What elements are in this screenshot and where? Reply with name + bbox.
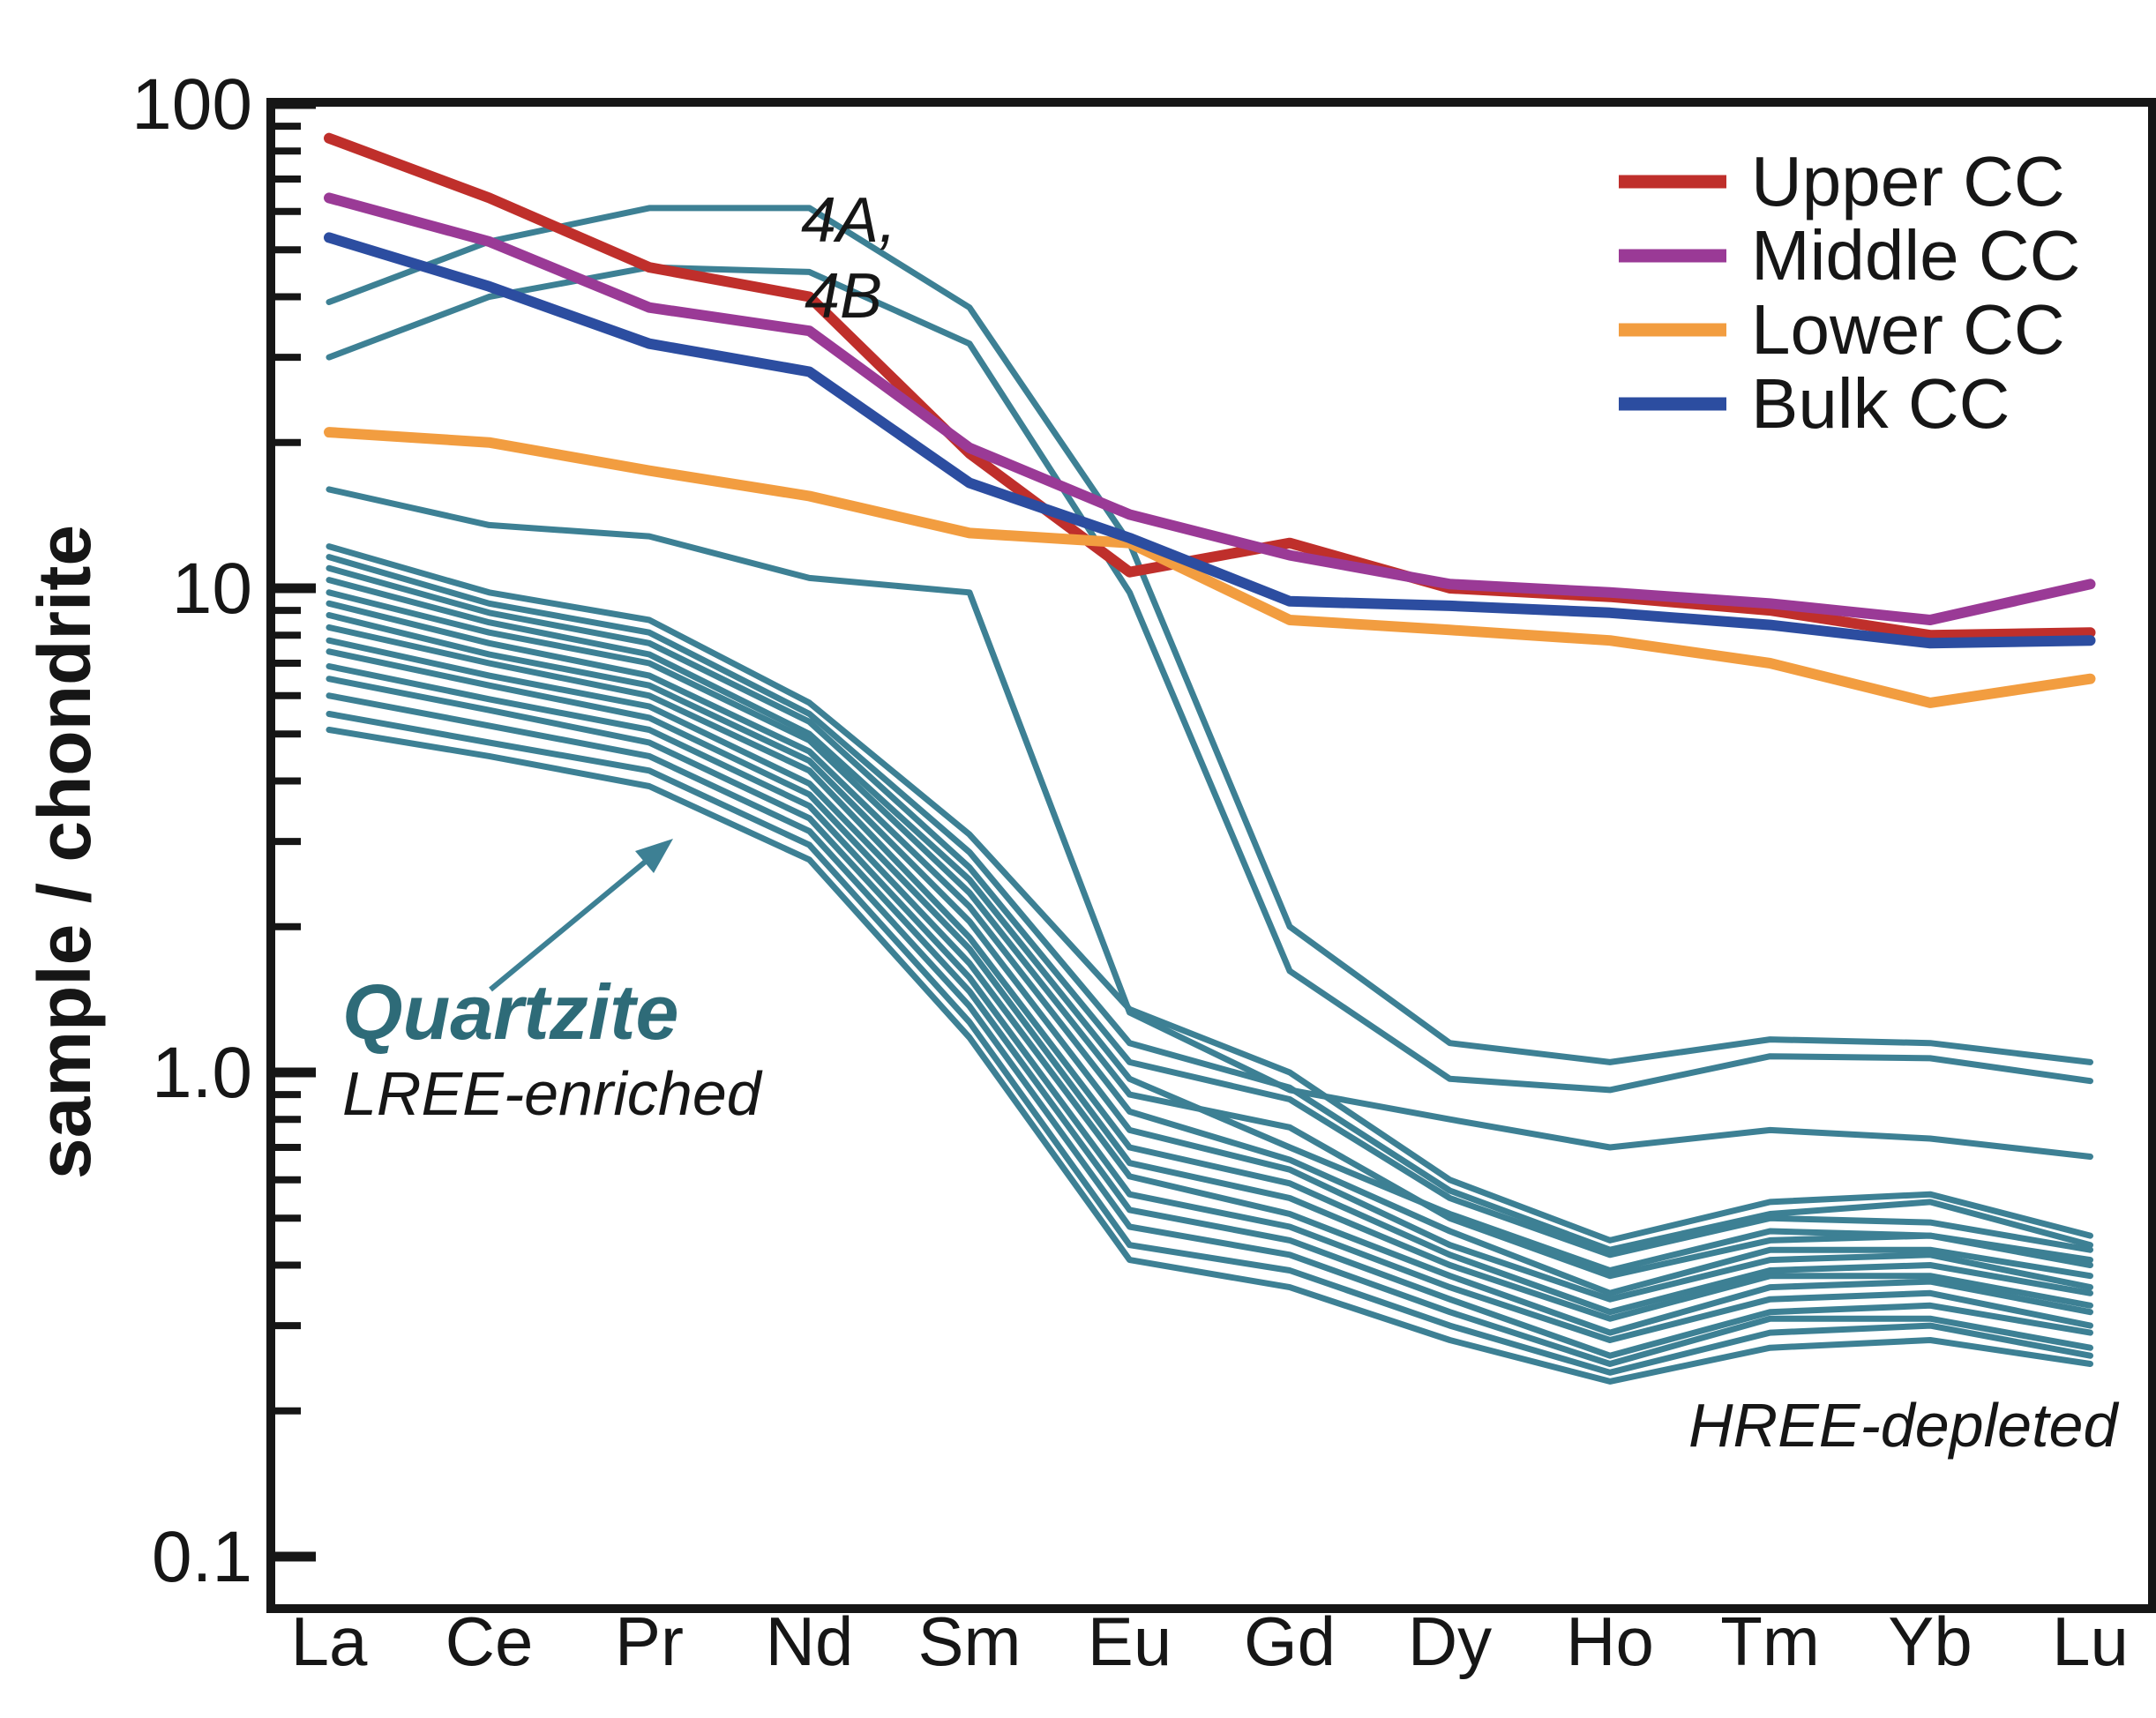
annotation-quartzite-label: Quartzite: [342, 968, 678, 1056]
annotation-outlier-bottom: 4B: [805, 261, 882, 332]
series-upper-cc: [324, 132, 2096, 641]
plot-frame: [266, 98, 2156, 1613]
y-axis-ticks: [273, 99, 316, 1562]
legend-item-upper-cc: Upper CC: [1619, 142, 2065, 220]
series-quartzite-s1: [326, 486, 2093, 1160]
x-tick-label-ce: Ce: [445, 1602, 534, 1680]
y-tick-label: 1.0: [152, 1033, 252, 1113]
legend-item-lower-cc: Lower CC: [1619, 290, 2065, 369]
legend-item-bulk-cc: Bulk CC: [1619, 364, 2010, 443]
annotation-outlier-top: 4A,: [801, 185, 896, 256]
series-quartzite-s15: [326, 711, 2093, 1376]
x-tick-label-gd: Gd: [1244, 1602, 1336, 1680]
x-tick-label-la: La: [291, 1602, 368, 1680]
series-quartzite-s11: [326, 648, 2093, 1336]
series-quartzite-s10: [326, 637, 2093, 1322]
series-quartzite-s16: [326, 727, 2093, 1385]
y-tick-label: 10: [172, 549, 252, 629]
y-axis-title: sample / chondrite: [35, 525, 106, 1179]
legend-label: Middle CC: [1751, 216, 2080, 295]
x-tick-label-ho: Ho: [1566, 1602, 1654, 1680]
annotation-lree-enriched: LREE-enriched: [342, 1059, 763, 1128]
series-quartzite-s9: [326, 624, 2093, 1316]
series-quartzite-4b: [326, 264, 2093, 1094]
series-quartzite-s8: [326, 612, 2093, 1303]
x-tick-label-tm: Tm: [1720, 1602, 1820, 1680]
series-quartzite-s14: [326, 692, 2093, 1367]
series-quartzite-s12: [326, 663, 2093, 1343]
series-quartzite-s4: [326, 564, 2093, 1259]
annotation-hree-depleted: HREE-depleted: [1688, 1391, 2119, 1460]
x-tick-label-nd: Nd: [766, 1602, 854, 1680]
series-quartzite-4a: [326, 205, 2093, 1065]
legend-item-middle-cc: Middle CC: [1619, 216, 2080, 295]
series-quartzite-s13: [326, 676, 2093, 1359]
series-quartzite-s7: [326, 600, 2093, 1296]
series-quartzite-s2: [326, 543, 2093, 1244]
series-lower-cc: [324, 427, 2096, 708]
x-tick-label-sm: Sm: [918, 1602, 1022, 1680]
legend-label: Bulk CC: [1751, 364, 2010, 443]
y-tick-label: 0.1: [152, 1517, 252, 1597]
series-quartzite-s6: [326, 589, 2093, 1280]
legend-label: Lower CC: [1751, 290, 2065, 369]
quartzite-arrow-icon: [489, 839, 673, 992]
ree-spider-chart: 100 10 1.0 0.1 La Ce Pr Nd Sm Eu Gd Dy Ho Tm Yb Lu sampl…: [35, 64, 2156, 1680]
series-bulk-cc: [324, 232, 2096, 649]
x-tick-label-eu: Eu: [1088, 1602, 1172, 1680]
x-tick-label-dy: Dy: [1408, 1602, 1492, 1680]
series-middle-cc: [324, 192, 2096, 625]
ree-spider-chart-figure: 100 10 1.0 0.1 La Ce Pr Nd Sm Eu Gd Dy Ho Tm Yb Lu sampl…: [35, 14, 2156, 1704]
series-quartzite-s3: [326, 554, 2093, 1253]
y-tick-label: 100: [131, 64, 252, 145]
x-tick-label-yb: Yb: [1888, 1602, 1972, 1680]
x-tick-label-pr: Pr: [615, 1602, 684, 1680]
legend-label: Upper CC: [1751, 142, 2065, 220]
x-tick-label-lu: Lu: [2052, 1602, 2129, 1680]
